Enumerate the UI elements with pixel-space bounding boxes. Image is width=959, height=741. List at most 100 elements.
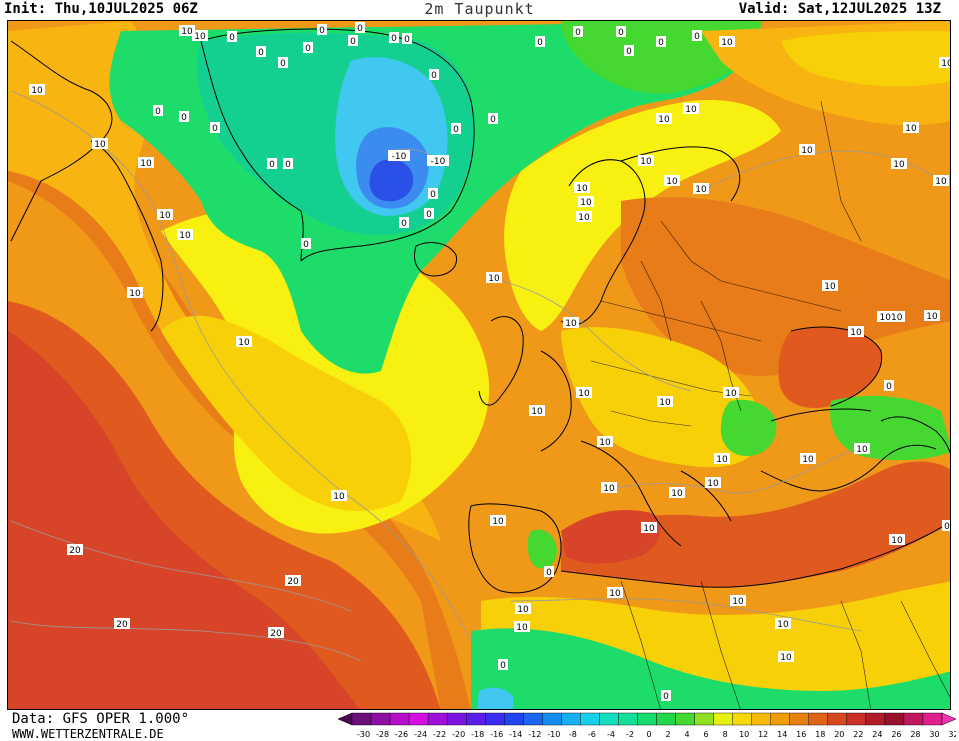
scale-segment — [846, 712, 867, 726]
contour-label-text: 1010 — [880, 313, 903, 323]
contour-label-text: 10 — [31, 86, 43, 96]
contour-label: 0 — [661, 690, 671, 702]
scale-segment — [504, 712, 524, 726]
contour-label: 10 — [138, 157, 154, 169]
contour-label-text: 10 — [333, 492, 345, 502]
contour-label: 0 — [355, 22, 365, 34]
contour-label-text: 10 — [893, 160, 905, 170]
contour-label: 10 — [601, 482, 617, 494]
contour-label: 10 — [903, 122, 919, 134]
contour-label-text: 0 — [546, 568, 552, 578]
contour-label-text: 10 — [517, 605, 529, 615]
contour-label-text: 20 — [287, 577, 299, 587]
contour-label-text: -10 — [431, 157, 446, 167]
scale-segment — [351, 712, 372, 726]
map-canvas: 1010101010101010101010101010101010101010… — [8, 21, 951, 709]
scale-tick-label: -12 — [528, 730, 541, 739]
contour-label-text: 10 — [578, 389, 590, 399]
contour-label: 10 — [848, 326, 864, 338]
scale-tick-label: -6 — [588, 730, 596, 739]
valid-time: Valid: Sat,12JUL2025 13Z — [738, 1, 941, 17]
contour-label-text: 0 — [537, 38, 543, 48]
contour-label: 0 — [399, 217, 409, 229]
dewpoint-map: 10 10 10 10 10 10 10 10 10 10 10 10 10 10 10 10 10 10 10 10… — [7, 20, 951, 710]
scale-tick-label: -2 — [626, 730, 634, 739]
contour-label-text: 10 — [685, 105, 697, 115]
contour-label: 0 — [429, 69, 439, 81]
country-borders — [590, 100, 950, 709]
contour-label-text: 0 — [944, 522, 950, 532]
contour-label-text: 0 — [694, 32, 700, 42]
contour-label: 0 — [301, 238, 311, 250]
contour-label-text: 0 — [285, 160, 291, 170]
scale-tick-label: 18 — [815, 730, 825, 739]
contour-label-text: 10 — [179, 231, 191, 241]
contour-label-text: 10 — [565, 319, 577, 329]
contour-label: 10 — [514, 621, 530, 633]
contour-label-text: 20 — [69, 546, 81, 556]
scale-tick-label: 16 — [796, 730, 806, 739]
contour-label-text: 10 — [531, 407, 543, 417]
contour-label-text: 10 — [905, 124, 917, 134]
contour-label-text: 10 — [941, 59, 951, 69]
contour-label-text: 10 — [159, 211, 171, 221]
contour-label: 0 — [389, 32, 399, 44]
contour-label: 10 — [799, 144, 815, 156]
contour-label-text: 0 — [618, 28, 624, 38]
contour-label: 0 — [210, 122, 220, 134]
scale-segment — [465, 712, 486, 726]
scale-segment — [865, 712, 886, 726]
contour-label: 0 — [303, 42, 313, 54]
contour-label-text: 0 — [181, 113, 187, 123]
field-orange-east — [621, 197, 950, 376]
scale-segment — [713, 712, 733, 726]
scale-segment — [789, 712, 809, 726]
contour-label-text: 20 — [270, 629, 282, 639]
contour-label: 0 — [451, 123, 461, 135]
contour-label: 0 — [317, 24, 327, 36]
contour-label: 10 — [657, 396, 673, 408]
field-deepblue-greenland — [369, 159, 414, 202]
contour-label: 0 — [942, 520, 950, 532]
contour-label: 20 — [114, 618, 130, 630]
contour-label-text: 0 — [280, 59, 286, 69]
contour-label-text: 0 — [886, 382, 892, 392]
scale-segment — [751, 712, 771, 726]
scale-tick-label: -8 — [569, 730, 577, 739]
field-red-mediterranean — [561, 461, 950, 588]
contour-label: 0 — [278, 57, 288, 69]
contour-label-text: 10 — [926, 312, 938, 322]
scale-tick-label: 26 — [891, 730, 901, 739]
contour-label-text: 0 — [453, 125, 459, 135]
contour-label-text: 0 — [319, 26, 325, 36]
scale-tick-label: -24 — [414, 730, 427, 739]
contour-label-text: 10 — [181, 27, 193, 37]
contour-label-text: 0 — [303, 240, 309, 250]
contour-label-text: 10 — [850, 328, 862, 338]
contour-label-text: -10 — [392, 152, 407, 162]
contour-label-text: 10 — [856, 445, 868, 455]
contour-label-text: 10 — [94, 140, 106, 150]
contour-label-text: 0 — [229, 33, 235, 43]
contour-label-text: 10 — [609, 589, 621, 599]
contour-label: 0 — [283, 158, 293, 170]
contour-label-text: 10 — [721, 38, 733, 48]
field-yellow-north — [504, 100, 781, 331]
scale-tick-label: 28 — [910, 730, 920, 739]
contour-label-text: 10 — [777, 620, 789, 630]
contour-label-text: 0 — [350, 37, 356, 47]
contour-label: 20 — [67, 544, 83, 556]
contour-label: 10 — [529, 405, 545, 417]
contour-label: 10 — [822, 280, 838, 292]
scale-tick-label: 30 — [929, 730, 939, 739]
color-scale-ticks: -30 -28 -26 -24 -22 -20 -18 -16 -14 -12 -10 -8 -6 -4-… — [357, 730, 956, 739]
contour-label-text: 10 — [140, 159, 152, 169]
scale-segment — [884, 712, 905, 726]
contour-label-text: 10 — [516, 623, 528, 633]
contour-label: 10 — [515, 603, 531, 615]
scale-tick-label: -28 — [376, 730, 389, 739]
scale-segment — [542, 712, 562, 726]
contour-label-text: 0 — [269, 160, 275, 170]
contour-label-text: 0 — [575, 28, 581, 38]
scale-tick-label: 22 — [853, 730, 863, 739]
